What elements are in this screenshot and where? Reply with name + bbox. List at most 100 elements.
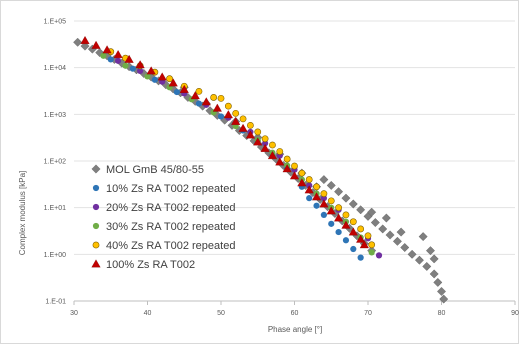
- legend-entry: 100% Zs RA T002: [91, 259, 195, 271]
- data-point: [326, 180, 336, 190]
- data-point: [298, 169, 306, 177]
- data-point: [306, 195, 313, 202]
- y-axis-label: Complex modulus [kPa]: [18, 171, 27, 255]
- data-point: [276, 148, 284, 155]
- data-point: [179, 84, 189, 93]
- data-point: [400, 243, 410, 252]
- legend-label: 20% Zs RA T002 repeated: [106, 202, 235, 214]
- data-point: [190, 91, 200, 100]
- data-point: [348, 227, 358, 236]
- data-point: [283, 155, 291, 163]
- data-point: [107, 56, 114, 63]
- data-point: [129, 65, 136, 72]
- data-point: [341, 193, 351, 203]
- legend-marker: [92, 203, 100, 211]
- data-point: [429, 269, 439, 279]
- data-point: [238, 123, 248, 132]
- data-point: [334, 213, 344, 222]
- data-point: [269, 141, 276, 149]
- y-tick-label: 1.E+03: [44, 112, 66, 119]
- x-tick-label: 60: [291, 310, 299, 317]
- x-tick-label: 70: [364, 310, 372, 317]
- data-point: [217, 94, 225, 102]
- axes: [73, 300, 516, 305]
- x-tick-label: 90: [511, 310, 519, 317]
- data-point: [334, 187, 344, 197]
- data-point: [341, 220, 351, 229]
- data-point: [239, 115, 247, 123]
- legend-entry: 10% Zs RA T002 repeated: [92, 183, 235, 195]
- data-point: [311, 192, 322, 201]
- legend-label: 30% Zs RA T002 repeated: [106, 221, 235, 233]
- data-point: [378, 224, 388, 234]
- data-point: [368, 241, 376, 249]
- legend-marker: [92, 184, 100, 192]
- legend-label: 100% Zs RA T002: [106, 259, 195, 271]
- x-tick-label: 50: [217, 310, 225, 317]
- data-point: [195, 100, 203, 107]
- data-point: [392, 236, 402, 246]
- data-point: [359, 240, 369, 249]
- data-point: [168, 78, 178, 87]
- data-point: [439, 294, 449, 304]
- data-point: [245, 130, 255, 139]
- data-point: [212, 103, 222, 112]
- legend-entry: 30% Zs RA T002 repeated: [92, 221, 235, 233]
- data-point: [385, 230, 395, 240]
- data-point: [335, 204, 342, 212]
- data-point: [375, 252, 383, 259]
- data-point: [297, 178, 307, 187]
- data-point: [73, 37, 83, 47]
- legend-marker: [92, 241, 100, 249]
- data-point: [422, 261, 432, 271]
- data-point: [357, 254, 364, 261]
- data-point: [414, 255, 424, 265]
- data-point: [328, 220, 335, 227]
- data-points: [73, 36, 449, 304]
- legend-marker: [91, 164, 101, 174]
- data-point: [289, 171, 300, 180]
- y-tick-label: 1.E+01: [44, 205, 66, 212]
- data-point: [342, 237, 350, 244]
- data-point: [223, 110, 233, 119]
- data-point: [80, 36, 90, 44]
- data-point: [195, 88, 203, 95]
- data-point: [113, 50, 123, 59]
- data-point: [356, 234, 366, 243]
- data-point: [433, 277, 443, 287]
- data-point: [326, 206, 336, 215]
- data-point: [261, 135, 269, 143]
- data-point: [370, 218, 380, 228]
- legend-marker: [92, 222, 100, 230]
- data-point: [327, 197, 335, 205]
- legend-entry: MOL GmB 45/80-55: [91, 164, 204, 176]
- data-point: [95, 48, 105, 58]
- data-point: [137, 67, 144, 75]
- data-point: [396, 227, 406, 237]
- series-6: [80, 36, 369, 249]
- data-point: [356, 205, 366, 215]
- y-tick-label: 1.E+04: [44, 65, 66, 72]
- data-point: [304, 185, 314, 194]
- legend-label: 40% Zs RA T002 repeated: [106, 240, 235, 252]
- data-point: [418, 232, 428, 242]
- data-point: [173, 88, 180, 96]
- data-point: [80, 41, 90, 51]
- data-point: [367, 207, 377, 217]
- data-point: [115, 57, 122, 64]
- data-point: [246, 121, 254, 129]
- data-point: [231, 116, 241, 125]
- data-point: [267, 151, 278, 160]
- gridlines: [74, 20, 515, 255]
- data-point: [429, 254, 439, 264]
- x-tick-label: 30: [70, 310, 78, 317]
- data-point: [100, 52, 107, 59]
- data-point: [407, 249, 417, 259]
- data-point: [313, 183, 320, 191]
- legend-label: MOL GmB 45/80-55: [106, 164, 204, 176]
- data-point: [348, 199, 358, 209]
- data-point: [151, 76, 158, 83]
- data-point: [232, 109, 240, 117]
